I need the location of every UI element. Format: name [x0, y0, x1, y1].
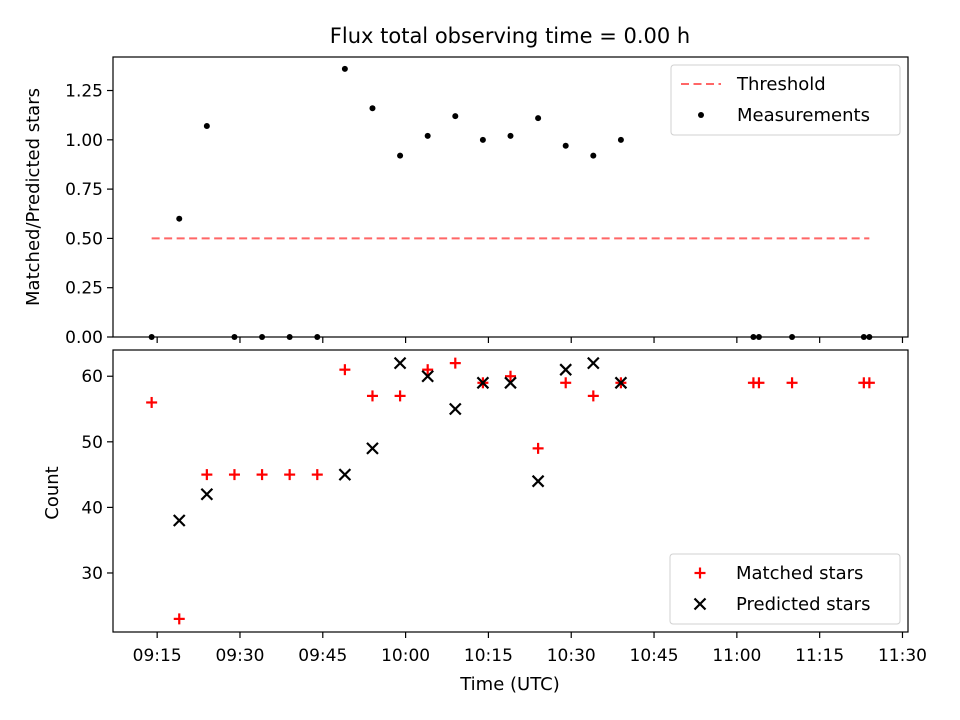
predicted-stars-point [421, 369, 434, 383]
measurements-point [789, 334, 796, 340]
top-plot-frame [112, 56, 909, 338]
threshold-legend-label: Threshold [736, 74, 826, 95]
predicted-stars-legend-swatch [693, 597, 707, 611]
matched-stars-point [753, 377, 765, 389]
measurements-point [203, 123, 210, 130]
top-legend-box [670, 64, 901, 136]
predicted-stars-point [200, 488, 214, 501]
matched-stars-point [786, 377, 798, 389]
top-y-tick-label: 0.00 [65, 328, 103, 348]
measurements-point [397, 152, 404, 159]
bottom-plot-frame [112, 349, 909, 633]
measurements-point [750, 334, 757, 340]
predicted-stars-point [338, 468, 352, 481]
measurements-point [507, 132, 514, 139]
matched-stars-point [560, 377, 572, 389]
matched-stars-point [311, 469, 323, 481]
measurements-point [590, 152, 597, 159]
matched-stars-point [532, 442, 544, 454]
matched-stars-point [201, 469, 213, 481]
matched-stars-legend-label: Matched stars [736, 563, 863, 584]
x-tick-label: 10:45 [630, 646, 679, 666]
x-axis-label: Time (UTC) [459, 674, 560, 695]
top-y-tick-label: 0.75 [65, 180, 103, 200]
measurements-point [535, 115, 542, 122]
measurements-point [259, 334, 266, 340]
matched-stars-point [256, 469, 268, 481]
matched-stars-point [394, 390, 406, 402]
measurements-point [860, 334, 867, 340]
predicted-stars-point [476, 376, 490, 390]
bottom-y-tick-label: 60 [81, 367, 103, 387]
matched-stars-point [587, 390, 599, 402]
x-tick-label: 09:15 [133, 646, 182, 666]
chart-title: Flux total observing time = 0.00 h [330, 24, 690, 48]
predicted-stars-point [172, 514, 186, 527]
measurements-point [424, 132, 431, 139]
measurements-point [231, 334, 238, 340]
x-tick-label: 09:45 [298, 646, 347, 666]
x-tick-label: 11:30 [878, 646, 927, 666]
measurements-legend-label: Measurements [737, 105, 870, 126]
predicted-stars-point [366, 442, 379, 455]
predicted-stars-point [614, 376, 628, 390]
matched-stars-legend-swatch [694, 567, 706, 579]
bottom-y-tick-label: 30 [81, 564, 103, 584]
predicted-stars-point [587, 356, 600, 370]
predicted-stars-point [531, 474, 545, 488]
x-tick-label: 10:15 [464, 646, 513, 666]
predicted-stars-point [393, 356, 407, 370]
measurements-point [286, 334, 293, 340]
measurements-point [369, 105, 376, 112]
measurements-point [148, 334, 155, 340]
top-y-axis-label: Matched/Predicted stars [23, 88, 44, 306]
measurements-point [341, 65, 348, 72]
x-tick-label: 11:15 [795, 646, 844, 666]
measurements-point [176, 215, 183, 222]
top-y-tick-label: 1.00 [65, 131, 103, 151]
bottom-legend-box [669, 553, 901, 625]
bottom-y-tick-label: 50 [81, 433, 103, 453]
matched-stars-point [422, 364, 434, 376]
top-y-tick-label: 1.25 [65, 82, 103, 102]
measurements-point [755, 334, 762, 340]
x-tick-label: 11:00 [712, 646, 761, 666]
measurements-point [562, 142, 569, 149]
predicted-stars-legend-label: Predicted stars [736, 594, 870, 615]
matched-stars-point [146, 396, 158, 408]
predicted-stars-point [504, 376, 517, 390]
measurements-point [479, 136, 486, 143]
x-tick-label: 10:00 [381, 646, 430, 666]
measurements-point [866, 334, 873, 340]
predicted-stars-point [449, 402, 462, 416]
predicted-stars-point [559, 363, 572, 376]
matched-stars-point [449, 357, 461, 369]
matched-stars-point [284, 469, 296, 481]
measurements-point [617, 136, 624, 143]
top-y-tick-label: 0.25 [65, 279, 103, 299]
measurements-point [452, 113, 459, 120]
measurements-legend-swatch [698, 112, 704, 118]
matched-stars-point [366, 390, 378, 402]
matched-stars-point [505, 370, 516, 382]
bottom-y-axis-label: Count [42, 466, 63, 519]
matched-stars-point [173, 613, 185, 625]
matched-stars-point [339, 364, 351, 376]
x-tick-label: 09:30 [215, 646, 264, 666]
x-tick-label: 10:30 [547, 646, 596, 666]
measurements-point [314, 334, 321, 340]
top-y-tick-label: 0.50 [65, 229, 103, 249]
bottom-y-tick-label: 40 [81, 498, 103, 518]
matched-stars-point [863, 377, 875, 389]
matched-stars-point [228, 469, 240, 481]
